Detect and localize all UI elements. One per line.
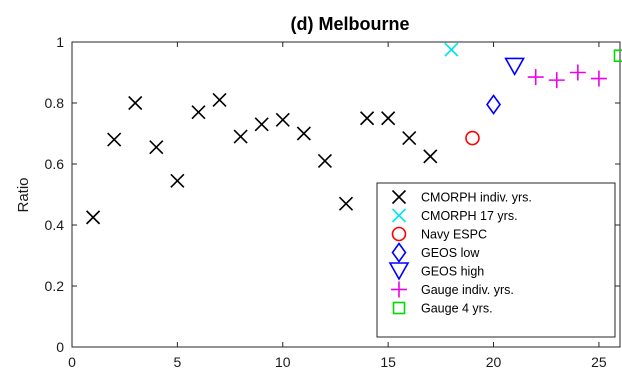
data-point-series-0: [403, 132, 416, 145]
legend-label: Gauge 4 yrs.: [421, 302, 493, 316]
legend-label: CMORPH 17 yrs.: [421, 209, 518, 223]
y-tick-label: 0.8: [45, 95, 65, 111]
legend-label: GEOS low: [421, 246, 480, 260]
legend-box: [377, 183, 615, 337]
y-tick-label: 0.4: [45, 217, 65, 233]
legend-label: GEOS high: [421, 265, 484, 279]
data-point-series-5: [528, 69, 544, 85]
data-point-series-0: [318, 154, 331, 167]
data-point-series-5: [591, 71, 607, 87]
data-point-series-0: [129, 97, 142, 110]
data-point-series-0: [192, 106, 205, 119]
data-point-series-6: [615, 50, 622, 61]
y-tick-label: 0.2: [45, 278, 65, 294]
x-tick-label: 20: [486, 354, 502, 370]
chart-title: (d) Melbourne: [291, 14, 410, 34]
data-point-series-0: [171, 174, 184, 187]
legend: CMORPH indiv. yrs. CMORPH 17 yrs. Navy ESP…: [377, 183, 615, 337]
data-point-series-0: [340, 197, 353, 210]
data-point-series-5: [549, 72, 565, 88]
x-tick-label: 5: [173, 354, 181, 370]
data-point-series-0: [255, 118, 268, 131]
data-point-series-0: [213, 93, 226, 106]
y-tick-label: 0: [56, 339, 64, 355]
data-point-series-0: [108, 133, 121, 146]
x-tick-label: 25: [591, 354, 607, 370]
y-tick-label: 1: [56, 34, 64, 50]
data-point-series-0: [424, 150, 437, 163]
data-point-series-0: [276, 113, 289, 126]
data-point-series-2: [466, 132, 479, 145]
legend-label: Gauge indiv. yrs.: [421, 283, 514, 297]
data-point-series-3: [487, 96, 500, 114]
data-point-series-0: [382, 112, 395, 125]
data-point-series-0: [150, 141, 163, 154]
data-point-series-0: [361, 112, 374, 125]
y-tick-label: 0.6: [45, 156, 65, 172]
x-tick-label: 10: [275, 354, 291, 370]
data-point-series-0: [297, 127, 310, 140]
x-tick-label: 0: [68, 354, 76, 370]
legend-label: Navy ESPC: [421, 228, 487, 242]
x-tick-label: 15: [380, 354, 396, 370]
data-point-series-4: [506, 58, 524, 74]
data-point-series-0: [87, 211, 100, 224]
y-axis-label: Ratio: [15, 177, 32, 212]
legend-label: CMORPH indiv. yrs.: [421, 191, 532, 205]
data-point-series-0: [234, 130, 247, 143]
data-point-series-1: [445, 43, 458, 56]
data-point-series-5: [570, 65, 586, 81]
